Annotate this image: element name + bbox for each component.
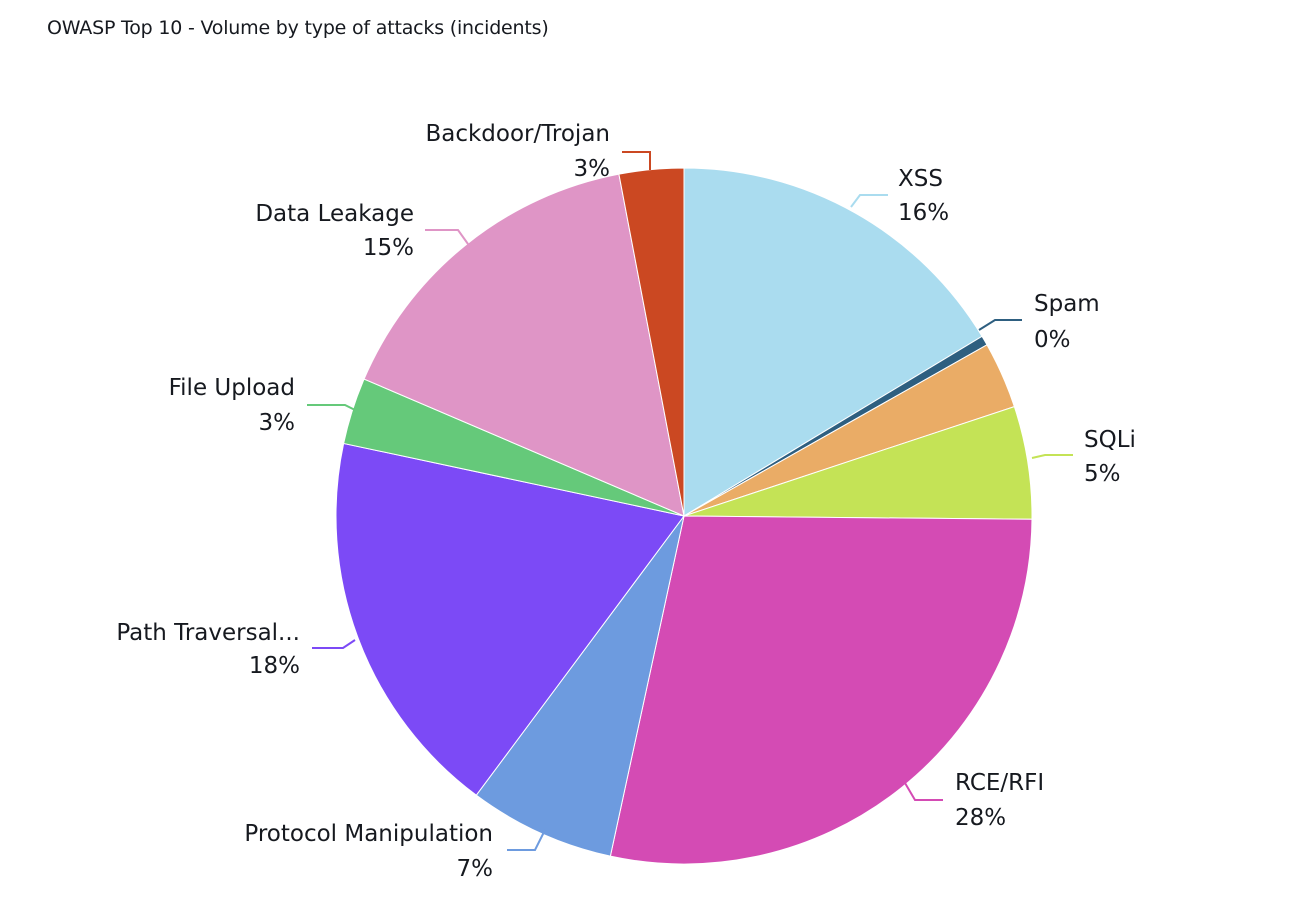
slice-percent-label: 28% bbox=[955, 805, 1006, 831]
slice-percent-label: 3% bbox=[574, 156, 611, 182]
pie-slice-data-leakage[interactable] bbox=[363, 173, 685, 517]
slice-percent-label: 18% bbox=[249, 653, 300, 679]
leader-line bbox=[312, 639, 356, 649]
slice-label: Path Traversal... bbox=[116, 620, 300, 646]
slice-percent-label: 0% bbox=[1034, 327, 1071, 353]
slice-label: Protocol Manipulation bbox=[244, 821, 493, 847]
slice-label: File Upload bbox=[169, 375, 295, 401]
slice-percent-label: 7% bbox=[457, 856, 494, 882]
slice-label: RCE/RFI bbox=[955, 770, 1044, 796]
leader-line bbox=[507, 829, 546, 851]
slice-percent-label: 5% bbox=[1084, 461, 1121, 487]
leader-line bbox=[904, 782, 943, 801]
slice-percent-label: 3% bbox=[259, 410, 296, 436]
leader-line bbox=[622, 151, 651, 170]
chart-title: OWASP Top 10 - Volume by type of attacks… bbox=[47, 17, 549, 39]
pie-slice-rce-rfi[interactable] bbox=[609, 515, 1033, 865]
leader-line bbox=[1031, 454, 1073, 459]
pie-slice-xss[interactable] bbox=[683, 167, 983, 517]
leader-line bbox=[978, 319, 1022, 331]
pie-slice-protocol-manipulation[interactable] bbox=[475, 515, 685, 857]
slice-label: SQLi bbox=[1084, 427, 1136, 453]
slice-label: XSS bbox=[898, 166, 943, 192]
leader-line bbox=[307, 404, 356, 411]
slice-label: Spam bbox=[1034, 291, 1100, 317]
pie-slice-path-traversal[interactable] bbox=[335, 442, 685, 796]
leader-line bbox=[425, 229, 469, 245]
slice-percent-label: 15% bbox=[363, 235, 414, 261]
slice-label: Backdoor/Trojan bbox=[425, 121, 610, 147]
leader-line bbox=[850, 194, 888, 208]
slice-percent-label: 16% bbox=[898, 200, 949, 226]
pie-slice-backdoor-trojan[interactable] bbox=[618, 167, 685, 517]
slice-label: Data Leakage bbox=[255, 201, 414, 227]
